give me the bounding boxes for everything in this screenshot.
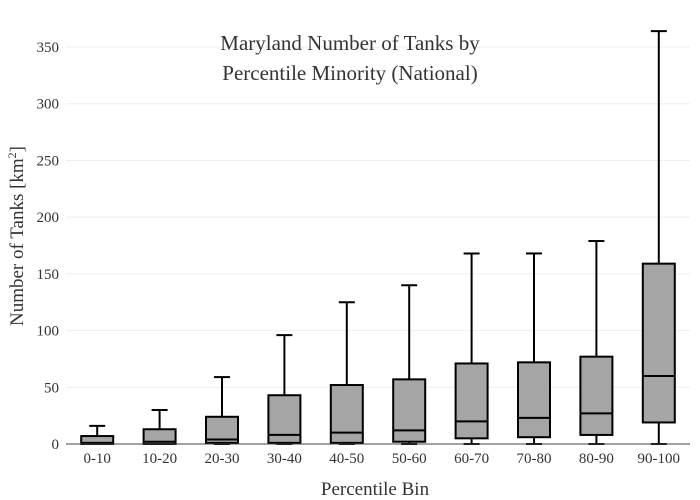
y-tick-label-0: 0 bbox=[52, 437, 60, 453]
x-tick-label-30-40: 30-40 bbox=[267, 451, 302, 467]
x-tick-label-80-90: 80-90 bbox=[579, 451, 614, 467]
chart-title-line-1: Maryland Number of Tanks by bbox=[220, 31, 480, 55]
box-10-20 bbox=[142, 408, 177, 445]
y-tick-label-350: 350 bbox=[37, 40, 60, 56]
x-tick-label-90-100: 90-100 bbox=[638, 451, 681, 467]
y-tick-label-250: 250 bbox=[37, 153, 60, 169]
y-tick-label-50: 50 bbox=[44, 380, 59, 396]
box-iqr-90-100 bbox=[641, 262, 676, 424]
box-60-70 bbox=[454, 252, 489, 445]
x-tick-labels: 0-10 10-20 20-30 30-40 40-50 50-60 60-70 70-80 8… bbox=[83, 451, 680, 467]
x-tick-label-20-30: 20-30 bbox=[205, 451, 240, 467]
y-tick-label-100: 100 bbox=[37, 324, 60, 340]
y-axis-title-superscript: 2 bbox=[5, 152, 19, 158]
box-iqr-40-50 bbox=[329, 384, 364, 444]
y-axis-title: Number of Tanks [km2] bbox=[5, 146, 28, 326]
box-30-40 bbox=[267, 334, 302, 445]
x-tick-label-50-60: 50-60 bbox=[392, 451, 427, 467]
x-tick-label-10-20: 10-20 bbox=[142, 451, 177, 467]
y-tick-label-200: 200 bbox=[37, 210, 60, 226]
box-iqr-70-80 bbox=[517, 361, 551, 439]
grid-lines bbox=[66, 46, 690, 388]
box-50-60 bbox=[392, 284, 427, 445]
box-70-80 bbox=[517, 252, 551, 445]
box-90-100 bbox=[641, 30, 676, 445]
y-tick-labels: 0 50 100 150 200 250 300 350 bbox=[37, 40, 60, 453]
x-tick-label-60-70: 60-70 bbox=[454, 451, 489, 467]
box-40-50 bbox=[329, 301, 364, 445]
y-axis-title-text: Number of Tanks [km bbox=[7, 158, 28, 326]
box-series bbox=[80, 30, 676, 445]
box-80-90 bbox=[579, 239, 614, 445]
x-tick-label-0-10: 0-10 bbox=[83, 451, 111, 467]
x-tick-label-40-50: 40-50 bbox=[329, 451, 364, 467]
y-tick-label-150: 150 bbox=[37, 267, 60, 283]
box-iqr-50-60 bbox=[392, 378, 427, 443]
y-axis-title-close: ] bbox=[7, 146, 28, 152]
box-iqr-60-70 bbox=[454, 362, 489, 440]
box-0-10 bbox=[80, 424, 115, 445]
x-axis-title: Percentile Bin bbox=[321, 479, 430, 500]
box-iqr-80-90 bbox=[579, 355, 614, 436]
x-tick-label-70-80: 70-80 bbox=[517, 451, 552, 467]
y-tick-label-300: 300 bbox=[37, 97, 60, 113]
chart-title-line-2: Percentile Minority (National) bbox=[222, 61, 477, 85]
